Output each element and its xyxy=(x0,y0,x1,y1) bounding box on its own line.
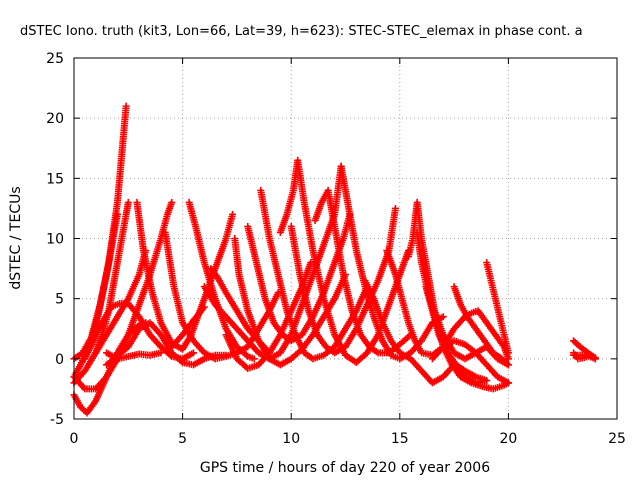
y-tick-label: 20 xyxy=(46,111,64,127)
x-axis-label: GPS time / hours of day 220 of year 2006 xyxy=(200,460,490,476)
data-point xyxy=(189,349,197,357)
data-point xyxy=(504,355,512,363)
y-tick-label: 25 xyxy=(46,51,64,67)
series-track xyxy=(103,319,230,369)
data-point xyxy=(200,303,208,311)
data-point xyxy=(504,361,512,369)
data-point xyxy=(124,198,132,206)
data-point xyxy=(250,355,258,363)
data-point xyxy=(307,259,315,267)
data-point xyxy=(591,354,599,362)
y-tick-label: 15 xyxy=(46,171,64,187)
data-point xyxy=(274,289,282,297)
y-tick-label: 5 xyxy=(55,292,64,308)
y-tick-label: 10 xyxy=(46,232,64,248)
series-track xyxy=(461,307,512,363)
series-track xyxy=(483,259,512,357)
x-tick-label: 20 xyxy=(499,431,517,447)
chart-title: dSTEC Iono. truth (kit3, Lon=66, Lat=39,… xyxy=(20,24,583,39)
data-point xyxy=(157,349,165,357)
series-track xyxy=(428,337,512,387)
data-point xyxy=(229,210,237,218)
data-point xyxy=(504,379,512,387)
data-point xyxy=(113,210,121,218)
series-track xyxy=(103,349,165,363)
x-tick-label: 0 xyxy=(70,431,79,447)
series-track xyxy=(81,299,197,363)
data-point xyxy=(168,198,176,206)
data-point xyxy=(439,313,447,321)
y-tick-label: 0 xyxy=(55,352,64,368)
grid xyxy=(74,58,617,419)
x-tick-label: 15 xyxy=(391,431,409,447)
y-tick-label: -5 xyxy=(50,412,64,428)
x-tick-label: 10 xyxy=(282,431,300,447)
series-track xyxy=(422,283,491,384)
series-track xyxy=(450,283,512,369)
series-track xyxy=(276,156,412,366)
series-track xyxy=(570,349,599,363)
axis-ticks: 0 5 10 15 20 25 -5 0 5 10 15 20 25 xyxy=(46,51,626,447)
series-track xyxy=(168,303,208,351)
data-point xyxy=(504,349,512,357)
data-point xyxy=(391,204,399,212)
data-point xyxy=(483,376,491,384)
x-tick-label: 5 xyxy=(178,431,187,447)
data-point xyxy=(122,102,130,110)
y-axis-label: dSTEC / TECUs xyxy=(8,186,24,289)
x-tick-label: 25 xyxy=(608,431,626,447)
data-series xyxy=(70,102,599,417)
